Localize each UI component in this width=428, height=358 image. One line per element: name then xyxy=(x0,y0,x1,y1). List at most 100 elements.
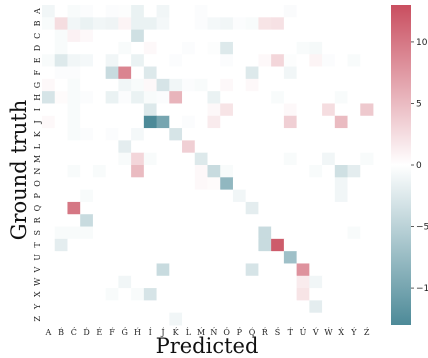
heatmap-cell xyxy=(118,42,131,55)
heatmap-cell xyxy=(348,239,361,252)
heatmap-cell xyxy=(246,54,259,67)
y-tick-label: L xyxy=(33,143,42,149)
heatmap-cell xyxy=(55,190,68,203)
heatmap-cell xyxy=(67,116,80,129)
heatmap-cell xyxy=(195,288,208,301)
heatmap-cell xyxy=(322,177,335,190)
heatmap-cell xyxy=(360,153,373,166)
y-tick-label: O xyxy=(33,180,42,187)
heatmap-cell xyxy=(208,153,221,166)
heatmap-cell xyxy=(309,128,322,141)
heatmap-cell xyxy=(182,30,195,43)
heatmap-cell xyxy=(93,313,106,326)
heatmap-cell xyxy=(348,214,361,227)
heatmap-cell xyxy=(67,17,80,30)
heatmap-cell xyxy=(195,128,208,141)
heatmap-cell xyxy=(67,313,80,326)
x-tick-label: É xyxy=(96,328,102,337)
heatmap-cell xyxy=(284,276,297,289)
heatmap-cell xyxy=(208,103,221,116)
heatmap-cell xyxy=(106,42,119,55)
heatmap-cell xyxy=(55,288,68,301)
heatmap-cell xyxy=(208,276,221,289)
heatmap-cell xyxy=(284,30,297,43)
heatmap-cell xyxy=(131,42,144,55)
heatmap-cell xyxy=(246,263,259,276)
heatmap-cell xyxy=(131,239,144,252)
heatmap-cell xyxy=(348,103,361,116)
heatmap-cell xyxy=(335,214,348,227)
heatmap-cell xyxy=(220,276,233,289)
heatmap-cell xyxy=(284,190,297,203)
heatmap-cell xyxy=(335,177,348,190)
x-tick-label: T́ xyxy=(288,328,294,337)
heatmap-cell xyxy=(360,30,373,43)
heatmap-cell xyxy=(195,214,208,227)
heatmap-cell xyxy=(80,300,93,313)
heatmap-cell xyxy=(106,67,119,80)
heatmap-cell xyxy=(55,153,68,166)
heatmap-cell xyxy=(80,103,93,116)
heatmap-cell xyxy=(246,17,259,30)
heatmap-cell xyxy=(297,288,310,301)
heatmap-cell xyxy=(55,54,68,67)
heatmap-cell xyxy=(80,67,93,80)
heatmap-cell xyxy=(106,227,119,240)
heatmap-cell xyxy=(169,140,182,153)
heatmap-cell xyxy=(309,300,322,313)
heatmap-cell xyxy=(233,54,246,67)
heatmap-cell xyxy=(297,128,310,141)
y-tick-label: B xyxy=(33,20,42,26)
heatmap-cell xyxy=(297,153,310,166)
heatmap-cell xyxy=(182,227,195,240)
heatmap-cell xyxy=(157,190,170,203)
heatmap-cell xyxy=(348,165,361,178)
heatmap-cell xyxy=(297,140,310,153)
heatmap-cell xyxy=(182,116,195,129)
heatmap-cell xyxy=(80,288,93,301)
heatmap-cell xyxy=(118,103,131,116)
heatmap-cell xyxy=(42,177,55,190)
heatmap-cell xyxy=(258,5,271,18)
heatmap-cell xyxy=(348,54,361,67)
heatmap-cell xyxy=(284,239,297,252)
heatmap-cell xyxy=(284,116,297,129)
heatmap-cell xyxy=(271,313,284,326)
heatmap-cell xyxy=(220,288,233,301)
heatmap-cell xyxy=(131,5,144,18)
heatmap-cell xyxy=(335,300,348,313)
heatmap-cell xyxy=(67,5,80,18)
heatmap-cell xyxy=(80,17,93,30)
heatmap-cell xyxy=(93,276,106,289)
y-tick-label: A xyxy=(33,8,42,15)
heatmap-cell xyxy=(233,30,246,43)
heatmap-cell xyxy=(106,251,119,264)
heatmap-cell xyxy=(360,239,373,252)
heatmap-cell xyxy=(208,5,221,18)
heatmap-cell xyxy=(233,140,246,153)
heatmap-cell xyxy=(42,263,55,276)
heatmap-cell xyxy=(335,202,348,215)
heatmap-cell xyxy=(284,202,297,215)
heatmap-cell xyxy=(42,190,55,203)
heatmap-cell xyxy=(208,288,221,301)
heatmap-cell xyxy=(258,67,271,80)
heatmap-cell xyxy=(182,17,195,30)
y-tick-label: Z xyxy=(33,316,42,322)
heatmap-cell xyxy=(220,177,233,190)
heatmap-cell xyxy=(284,153,297,166)
heatmap-cell xyxy=(144,5,157,18)
heatmap-cell xyxy=(144,17,157,30)
y-tick-label: Y xyxy=(33,303,42,310)
heatmap-cell xyxy=(93,165,106,178)
heatmap-cell xyxy=(157,276,170,289)
heatmap-cell xyxy=(348,140,361,153)
heatmap-cell xyxy=(348,263,361,276)
heatmap-cell xyxy=(55,300,68,313)
heatmap-cell xyxy=(309,42,322,55)
heatmap-cell xyxy=(55,91,68,104)
x-axis-title: Predicted xyxy=(156,334,259,358)
heatmap-cell xyxy=(131,153,144,166)
heatmap-cell xyxy=(80,227,93,240)
heatmap-cell xyxy=(93,202,106,215)
